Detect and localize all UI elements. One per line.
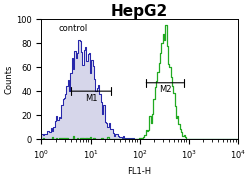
Y-axis label: Counts: Counts [4, 64, 13, 94]
Text: control: control [58, 24, 88, 33]
X-axis label: FL1-H: FL1-H [128, 167, 152, 176]
Text: M2: M2 [159, 85, 171, 94]
Text: M1: M1 [85, 94, 97, 103]
Title: HepG2: HepG2 [111, 4, 168, 19]
